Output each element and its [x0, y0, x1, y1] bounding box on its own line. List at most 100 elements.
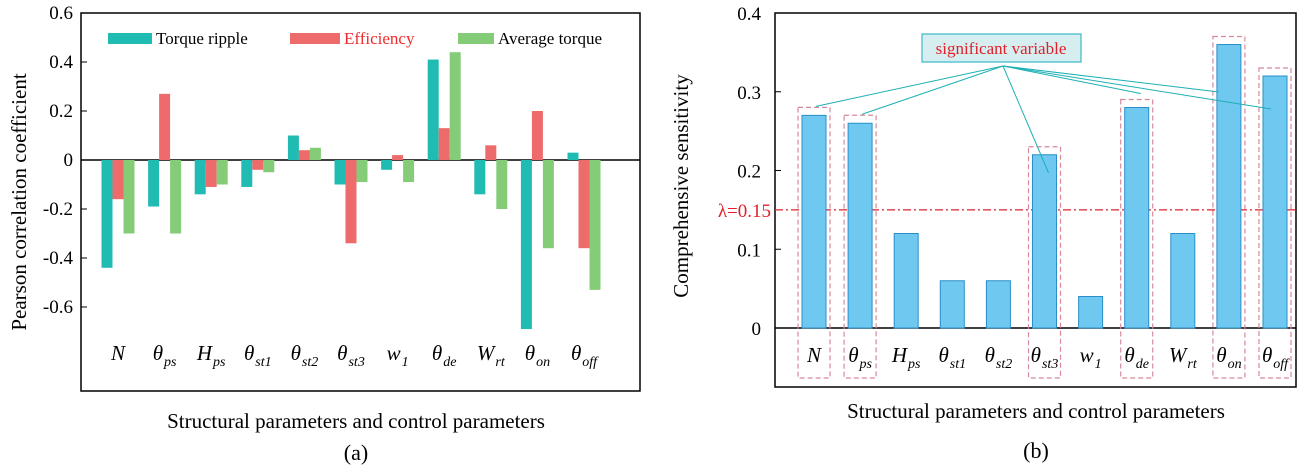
- bar-average-torque: [123, 160, 135, 234]
- panel-a-y-axis-label: Pearson correlation coefficient: [7, 73, 31, 330]
- annotation-leader-line: [1002, 65, 1219, 93]
- annotation-label: significant variable: [936, 39, 1067, 58]
- bar-average-torque: [356, 160, 368, 183]
- bar-comprehensive-sensitivity: [801, 114, 827, 329]
- bar-average-torque: [216, 160, 228, 185]
- bar-comprehensive-sensitivity: [985, 280, 1011, 329]
- category-label: θst1: [244, 341, 272, 370]
- category-label: θst3: [337, 341, 365, 370]
- category-label: θst2: [291, 341, 319, 370]
- bar-comprehensive-sensitivity: [1032, 154, 1057, 329]
- legend-swatch: [458, 33, 494, 44]
- y-tick-label: 0.2: [737, 162, 761, 183]
- legend-label: Efficiency: [344, 29, 415, 48]
- bar-efficiency: [159, 93, 171, 160]
- bar-comprehensive-sensitivity: [1216, 44, 1242, 329]
- bar-comprehensive-sensitivity: [1262, 75, 1288, 329]
- panel-b-x-axis-label: Structural parameters and control parame…: [847, 399, 1225, 423]
- category-label: N: [110, 341, 126, 365]
- bar-efficiency: [298, 150, 310, 160]
- significant-box: [1212, 35, 1246, 379]
- category-label: θst1: [938, 343, 966, 372]
- category-label: Hps: [891, 343, 921, 372]
- bar-comprehensive-sensitivity: [939, 280, 965, 329]
- category-label: θps: [848, 343, 872, 372]
- y-tick-label: 0.2: [49, 101, 73, 122]
- bar-efficiency: [205, 160, 217, 187]
- significant-box: [797, 106, 831, 379]
- panel-a-bars: [101, 52, 601, 330]
- bar-efficiency: [345, 160, 357, 244]
- bar-average-torque: [263, 160, 275, 173]
- y-tick-label: -0.4: [43, 248, 74, 269]
- annotation-leader-line: [1002, 65, 1141, 94]
- bar-average-torque: [589, 160, 601, 290]
- bar-torque-ripple: [381, 160, 393, 170]
- annotation-box: [921, 33, 1082, 63]
- bar-torque-ripple: [474, 160, 486, 195]
- category-label: θst3: [1031, 343, 1059, 372]
- category-label: N: [806, 343, 822, 367]
- bar-torque-ripple: [148, 160, 160, 207]
- bar-comprehensive-sensitivity: [847, 122, 873, 329]
- bar-average-torque: [496, 160, 508, 209]
- annotation-leader-line: [1002, 65, 1049, 173]
- bar-average-torque: [449, 52, 461, 161]
- panel-b-annotation: significant variable: [815, 33, 1272, 173]
- y-tick-label: 0.3: [737, 83, 761, 104]
- category-label: θps: [153, 341, 177, 370]
- legend-swatch: [108, 33, 152, 44]
- bar-efficiency: [438, 128, 450, 160]
- bar-efficiency: [252, 160, 264, 170]
- bar-comprehensive-sensitivity: [893, 233, 919, 329]
- bar-torque-ripple: [101, 160, 113, 268]
- significant-box: [1120, 98, 1154, 379]
- bar-average-torque: [170, 160, 182, 234]
- bar-efficiency: [531, 111, 543, 160]
- significant-box: [1027, 146, 1062, 379]
- category-label: θst2: [985, 343, 1013, 372]
- panel-b-significant-boxes: [797, 35, 1292, 379]
- panel-b-caption: (b): [1023, 438, 1049, 463]
- y-tick-label: 0.4: [49, 52, 73, 73]
- category-label: w1: [1080, 343, 1102, 372]
- y-tick-label: 0.6: [49, 3, 73, 24]
- bar-torque-ripple: [241, 160, 253, 187]
- panel-b-y-ticks: 0.4 0.3 0.2 0.1 0: [737, 4, 781, 340]
- bar-torque-ripple: [194, 160, 206, 195]
- y-tick-label: 0: [752, 319, 762, 340]
- legend-swatch: [290, 33, 340, 44]
- panel-a-y-ticks: 0.6 0.4 0.2 0 -0.2 -0.4 -0.6: [43, 3, 87, 318]
- significant-box: [1258, 67, 1292, 379]
- bar-comprehensive-sensitivity: [1078, 296, 1104, 329]
- y-tick-label: -0.2: [43, 199, 73, 220]
- category-label: Hps: [196, 341, 226, 370]
- annotation-leader-line: [861, 65, 1004, 115]
- category-label: Wrt: [1169, 343, 1198, 372]
- bar-comprehensive-sensitivity: [1124, 107, 1150, 329]
- panel-a-legend: Torque ripple Efficiency Average torque: [108, 29, 602, 48]
- panel-a-frame: [80, 12, 641, 392]
- bar-average-torque: [542, 160, 554, 249]
- bar-torque-ripple: [520, 160, 532, 330]
- category-label: θde: [432, 341, 457, 370]
- bar-torque-ripple: [334, 160, 346, 185]
- y-tick-label: -0.6: [43, 297, 73, 318]
- bar-comprehensive-sensitivity: [1170, 233, 1196, 329]
- panel-a-x-axis-label: Structural parameters and control parame…: [167, 409, 545, 433]
- category-label: θoff: [1262, 343, 1290, 372]
- panel-b-y-axis-label: Comprehensive sensitivity: [669, 74, 693, 298]
- annotation-leader-line: [815, 65, 1004, 107]
- bar-efficiency: [485, 145, 497, 160]
- bar-average-torque: [309, 147, 321, 160]
- category-label: Wrt: [477, 341, 506, 370]
- panel-a-caption: (a): [344, 440, 368, 465]
- category-label: θon: [525, 341, 550, 370]
- bar-efficiency: [578, 160, 590, 249]
- category-label: θon: [1216, 343, 1241, 372]
- panel-b-bars: [801, 44, 1288, 329]
- bar-efficiency: [392, 155, 404, 160]
